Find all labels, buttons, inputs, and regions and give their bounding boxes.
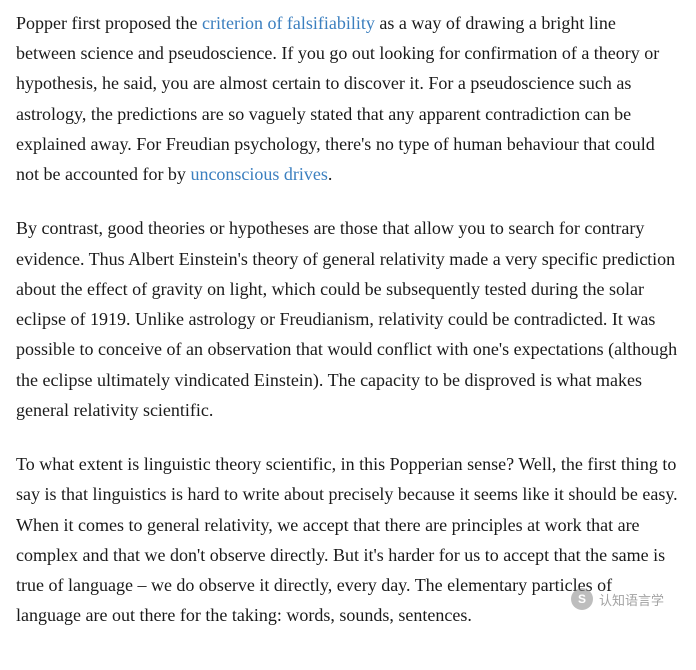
p1-text-post: .: [328, 164, 333, 184]
p1-text-pre: Popper first proposed the: [16, 13, 202, 33]
paragraph-1: Popper first proposed the criterion of f…: [16, 8, 680, 189]
link-criterion-of-falsifiability[interactable]: criterion of falsifiability: [202, 13, 375, 33]
watermark-text: 认知语言学: [599, 590, 664, 609]
link-unconscious-drives[interactable]: unconscious drives: [190, 164, 327, 184]
article-body: Popper first proposed the criterion of f…: [0, 0, 696, 670]
p1-text-mid: as a way of drawing a bright line betwee…: [16, 13, 659, 184]
wechat-icon: S: [571, 588, 593, 610]
paragraph-2: By contrast, good theories or hypotheses…: [16, 213, 680, 425]
watermark: S 认知语言学: [571, 588, 664, 610]
